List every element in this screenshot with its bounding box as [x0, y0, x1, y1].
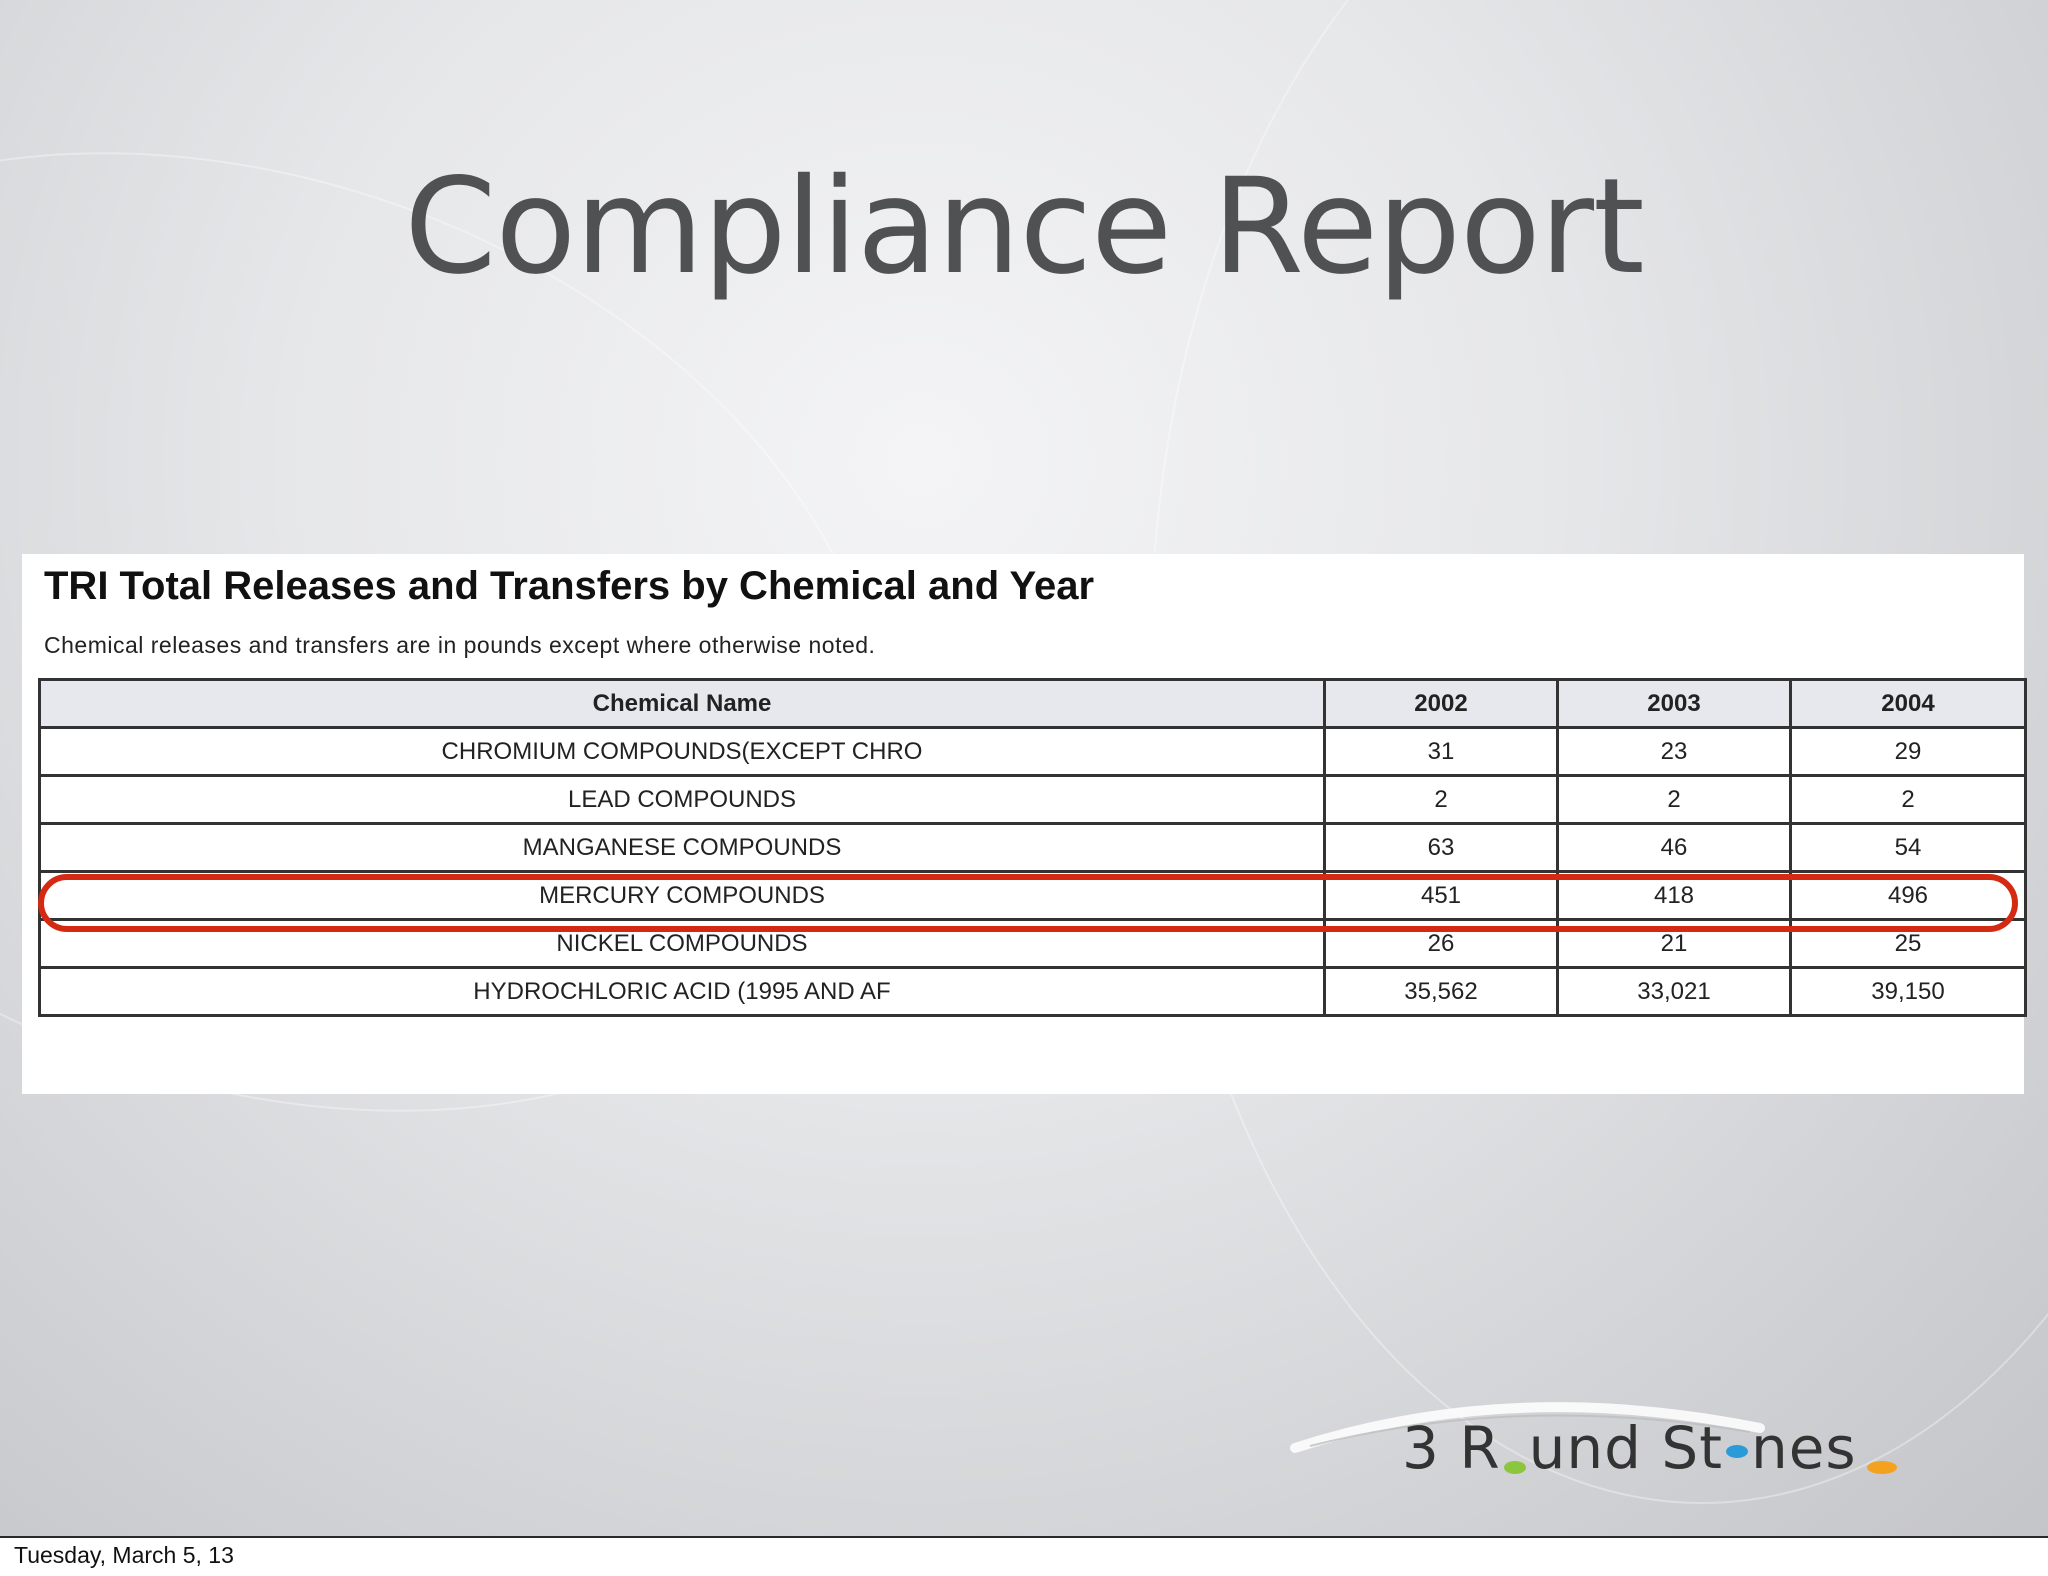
value-cell: 23	[1556, 726, 1792, 777]
chemical-name-cell: CHROMIUM COMPOUNDS(EXCEPT CHRO	[38, 726, 1326, 777]
value-cell: 29	[1789, 726, 2027, 777]
green-dot-icon	[1503, 1461, 1526, 1474]
highlight-ring	[38, 874, 2018, 932]
value-cell: 2	[1323, 774, 1559, 825]
value-cell: 2	[1789, 774, 2027, 825]
chemical-name-cell: LEAD COMPOUNDS	[38, 774, 1326, 825]
column-header: 2003	[1556, 678, 1792, 729]
slide-title: Compliance Report	[404, 150, 1645, 304]
logo-arc-icon	[1290, 1402, 1765, 1453]
blue-dot-icon	[1725, 1445, 1748, 1458]
value-cell: 35,562	[1323, 966, 1559, 1017]
value-cell: 46	[1556, 822, 1792, 873]
report-panel: TRI Total Releases and Transfers by Chem…	[22, 554, 2027, 1094]
table-row: HYDROCHLORIC ACID (1995 AND AF 35,562 33…	[38, 966, 2027, 1017]
table-row: MANGANESE COMPOUNDS 63 46 54	[38, 822, 2027, 873]
value-cell: 39,150	[1789, 966, 2027, 1017]
value-cell: 33,021	[1556, 966, 1792, 1017]
value-cell: 54	[1789, 822, 2027, 873]
table-header-row: Chemical Name 2002 2003 2004	[38, 678, 2027, 729]
table-row: CHROMIUM COMPOUNDS(EXCEPT CHRO 31 23 29	[38, 726, 2027, 777]
report-title: TRI Total Releases and Transfers by Chem…	[44, 564, 1095, 608]
column-header: 2002	[1323, 678, 1559, 729]
column-header: 2004	[1789, 678, 2027, 729]
value-cell: 31	[1323, 726, 1559, 777]
report-note: Chemical releases and transfers are in p…	[44, 632, 876, 658]
value-cell: 63	[1323, 822, 1559, 873]
table-row: LEAD COMPOUNDS 2 2 2	[38, 774, 2027, 825]
column-header: Chemical Name	[38, 678, 1326, 729]
slide: Compliance Report TRI Total Releases and…	[0, 0, 2048, 1538]
releases-table: Chemical Name 2002 2003 2004 CHROMIUM CO…	[38, 678, 2027, 1017]
value-cell: 2	[1556, 774, 1792, 825]
orange-dot-icon	[1866, 1461, 1897, 1474]
chemical-name-cell: HYDROCHLORIC ACID (1995 AND AF	[38, 966, 1326, 1017]
footer-date: Tuesday, March 5, 13	[14, 1542, 234, 1568]
chemical-name-cell: MANGANESE COMPOUNDS	[38, 822, 1326, 873]
